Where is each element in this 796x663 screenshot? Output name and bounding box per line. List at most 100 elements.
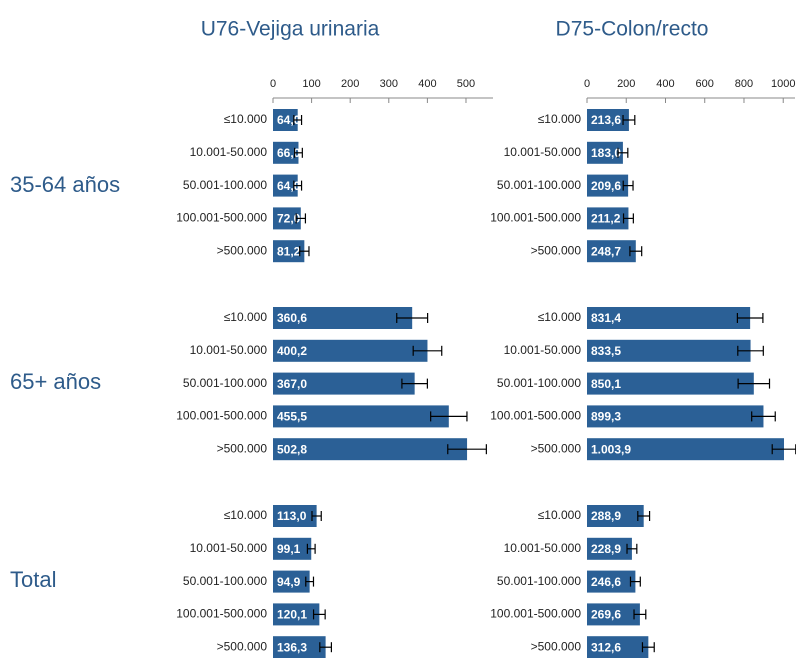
error-bar xyxy=(305,576,315,587)
value-label: 113,0 xyxy=(277,509,307,523)
x-tick-label: 0 xyxy=(270,78,276,90)
category-label: 50.001-100.000 xyxy=(497,574,581,588)
category-label: 10.001-50.000 xyxy=(190,541,268,555)
error-bar xyxy=(737,345,764,356)
bar xyxy=(587,505,644,527)
bar xyxy=(587,405,764,428)
value-label: 899,3 xyxy=(591,410,621,424)
value-label: 99,1 xyxy=(277,542,301,556)
category-label: >500.000 xyxy=(217,243,268,257)
x-tick-label: 1000 xyxy=(771,78,795,90)
error-bar xyxy=(412,345,443,356)
x-tick-label: 600 xyxy=(696,78,714,90)
value-label: 209,6 xyxy=(591,179,621,193)
category-label: ≤10.000 xyxy=(224,310,268,324)
category-label: ≤10.000 xyxy=(538,112,582,126)
value-label: 213,6 xyxy=(591,113,621,127)
bar xyxy=(273,339,428,362)
category-label: ≤10.000 xyxy=(538,310,582,324)
value-label: 850,1 xyxy=(591,377,621,391)
bar xyxy=(273,570,310,593)
chart-title: U76-Vejiga urinaria xyxy=(201,18,380,41)
bar xyxy=(273,405,449,428)
error-bar xyxy=(312,609,326,620)
group-label: 35-64 años xyxy=(10,172,120,197)
category-label: >500.000 xyxy=(217,441,268,455)
category-label: 100.001-500.000 xyxy=(490,409,581,423)
error-bar xyxy=(311,511,322,521)
value-label: 367,0 xyxy=(277,377,307,391)
category-label: 100.001-500.000 xyxy=(490,607,581,621)
bar xyxy=(587,240,636,263)
bar xyxy=(587,207,629,230)
x-tick-label: 500 xyxy=(457,78,475,90)
bar xyxy=(273,109,298,131)
value-label: 64,0 xyxy=(277,179,301,193)
category-label: 100.001-500.000 xyxy=(490,211,581,225)
bar xyxy=(587,339,751,362)
value-label: 94,9 xyxy=(277,575,301,589)
value-label: 400,2 xyxy=(277,344,307,358)
value-label: 831,4 xyxy=(591,311,621,325)
value-label: 183,0 xyxy=(591,146,621,160)
value-label: 72,0 xyxy=(277,212,301,226)
category-label: >500.000 xyxy=(217,639,268,653)
x-tick-label: 200 xyxy=(617,78,635,90)
category-label: 50.001-100.000 xyxy=(183,574,267,588)
category-label: >500.000 xyxy=(531,441,582,455)
value-label: 288,9 xyxy=(591,509,621,523)
value-label: 360,6 xyxy=(277,311,307,325)
value-label: 211,2 xyxy=(591,212,621,226)
value-label: 81,2 xyxy=(277,244,301,258)
category-label: 50.001-100.000 xyxy=(497,376,581,390)
error-bar xyxy=(622,115,636,125)
error-bar xyxy=(751,411,776,422)
chart-title: D75-Colon/recto xyxy=(556,18,709,41)
category-label: 50.001-100.000 xyxy=(497,178,581,192)
error-bar xyxy=(401,378,428,389)
category-label: 10.001-50.000 xyxy=(190,343,268,357)
error-bar xyxy=(430,411,468,422)
bar xyxy=(587,141,623,164)
category-label: 50.001-100.000 xyxy=(183,178,267,192)
x-tick-label: 300 xyxy=(380,78,398,90)
error-bar xyxy=(293,115,303,125)
value-label: 136,3 xyxy=(277,640,307,654)
error-bar xyxy=(626,543,638,554)
bar xyxy=(587,372,754,395)
error-bar xyxy=(737,378,771,389)
value-label: 833,5 xyxy=(591,344,621,358)
error-bar xyxy=(641,642,655,653)
bar xyxy=(273,372,415,395)
value-label: 455,5 xyxy=(277,410,307,424)
value-label: 502,8 xyxy=(277,442,307,456)
value-label: 269,6 xyxy=(591,608,621,622)
error-bar xyxy=(629,576,641,587)
bar xyxy=(587,570,636,593)
error-bar xyxy=(295,213,307,224)
error-bar xyxy=(299,246,310,257)
bar xyxy=(273,636,326,659)
category-label: 50.001-100.000 xyxy=(183,376,267,390)
error-bar xyxy=(396,313,429,323)
value-label: 1.003,9 xyxy=(591,442,631,456)
category-label: ≤10.000 xyxy=(538,508,582,522)
error-bar xyxy=(736,313,764,323)
bar xyxy=(587,537,632,560)
value-label: 120,1 xyxy=(277,608,307,622)
x-tick-label: 200 xyxy=(341,78,359,90)
value-label: 228,9 xyxy=(591,542,621,556)
error-bar xyxy=(629,246,643,257)
category-label: 100.001-500.000 xyxy=(176,211,267,225)
bar xyxy=(587,109,629,131)
bar xyxy=(273,307,413,329)
category-label: 10.001-50.000 xyxy=(504,343,582,357)
bar xyxy=(273,207,301,230)
category-label: 10.001-50.000 xyxy=(504,145,582,159)
value-label: 64,0 xyxy=(277,113,301,127)
group-label: 65+ años xyxy=(10,369,101,394)
category-label: 10.001-50.000 xyxy=(504,541,582,555)
error-bar xyxy=(633,609,647,620)
category-label: ≤10.000 xyxy=(224,112,268,126)
bar xyxy=(587,174,629,197)
